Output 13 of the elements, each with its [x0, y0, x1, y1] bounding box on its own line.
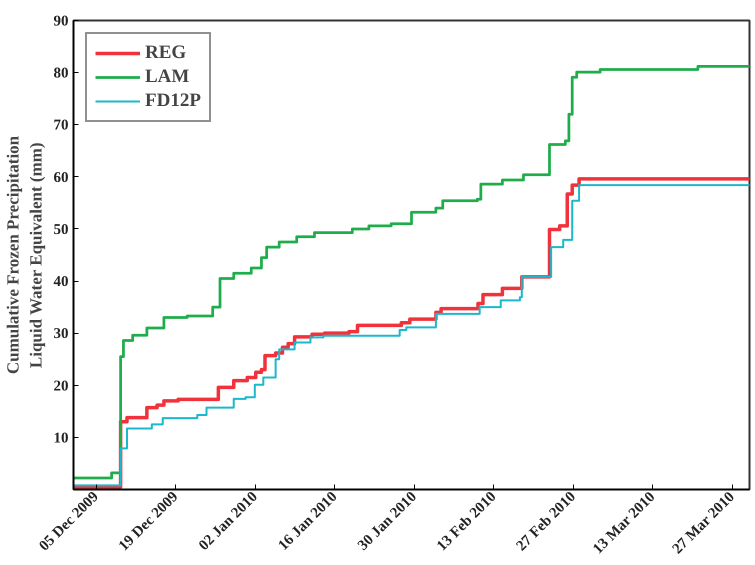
y-tick-label: 80	[54, 66, 68, 82]
y-tick-label: 90	[54, 14, 68, 30]
legend-label: REG	[145, 42, 186, 64]
y-tick-label: 70	[54, 118, 68, 134]
legend-label: LAM	[145, 66, 190, 88]
y-tick-label: 30	[54, 326, 68, 342]
y-axis-title: Cumulative Frozen Precipitation Liquid Water Equivalent (mm)	[4, 135, 46, 374]
y-tick-label: 60	[54, 170, 68, 186]
legend-label: FD12P	[145, 90, 201, 112]
y-tick-label: 50	[54, 222, 68, 238]
y-tick-label: 10	[54, 430, 68, 446]
y-tick-label: 40	[54, 274, 68, 290]
y-tick-label: 20	[54, 378, 68, 394]
